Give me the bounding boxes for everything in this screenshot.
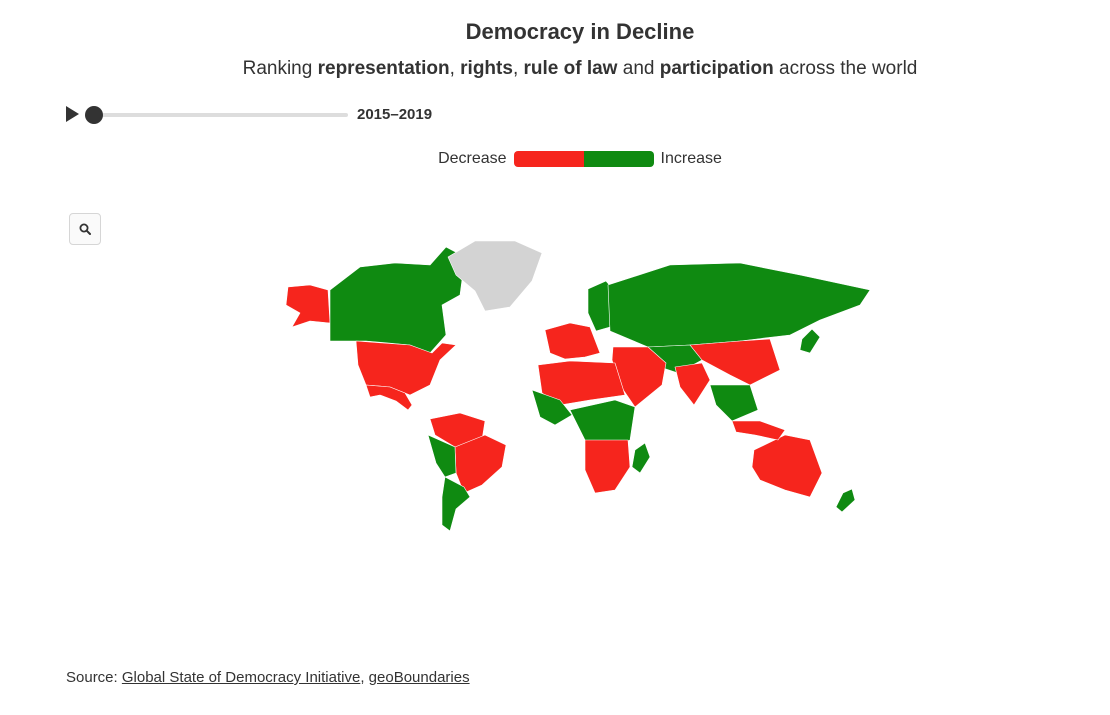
region-russia[interactable] (607, 262, 871, 348)
zoom-button[interactable] (69, 213, 101, 245)
time-player: 2015–2019 (66, 104, 466, 126)
page-subtitle: Ranking representation, rights, rule of … (0, 58, 1110, 80)
subtitle-sep: , (449, 58, 461, 79)
region-mexico[interactable] (365, 384, 413, 411)
region-canada[interactable] (329, 246, 466, 354)
legend-increase-swatch (583, 151, 654, 167)
region-andean-west[interactable] (427, 434, 457, 478)
legend-color-bar (513, 151, 654, 167)
legend-high-label: Increase (660, 150, 722, 167)
color-legend: Decrease Increase (0, 150, 1110, 172)
subtitle-term-participation: participation (659, 58, 774, 79)
source-prefix: Source: (66, 669, 122, 686)
period-label: 2015–2019 (357, 106, 433, 123)
region-western-europe[interactable] (544, 322, 601, 360)
legend-decrease-swatch (513, 151, 584, 167)
subtitle-term-rule-of-law: rule of law (523, 58, 618, 79)
source-link-geoboundaries[interactable]: geoBoundaries (368, 669, 470, 686)
subtitle-sep: and (617, 58, 660, 79)
region-madagascar[interactable] (631, 442, 651, 474)
region-australia[interactable] (751, 434, 823, 498)
region-southern-africa[interactable] (584, 439, 631, 494)
subtitle-sep: , (512, 58, 524, 79)
subtitle-prefix: Ranking (242, 58, 318, 79)
subtitle-term-representation: representation (317, 58, 450, 79)
page-title: Democracy in Decline (465, 19, 695, 44)
subtitle-suffix: across the world (773, 58, 918, 79)
region-greenland[interactable] (447, 240, 543, 312)
time-slider-track[interactable] (92, 113, 348, 117)
region-west-africa[interactable] (531, 389, 573, 426)
legend-low-label: Decrease (438, 150, 507, 167)
source-link-gsod[interactable]: Global State of Democracy Initiative (121, 669, 361, 686)
source-sep: , (360, 669, 369, 686)
region-southeast-asia[interactable] (709, 384, 759, 422)
time-slider-handle[interactable] (85, 106, 103, 124)
region-brazil[interactable] (454, 434, 507, 494)
region-india[interactable] (674, 362, 711, 406)
region-middle-east[interactable] (611, 346, 667, 408)
region-indonesia[interactable] (731, 420, 786, 441)
region-new-zealand[interactable] (835, 488, 856, 513)
region-united-states[interactable] (355, 340, 457, 396)
search-icon (79, 223, 91, 235)
region-alaska[interactable] (285, 284, 331, 328)
play-icon[interactable] (66, 106, 79, 122)
region-japan[interactable] (799, 328, 821, 354)
world-map[interactable] (270, 235, 890, 535)
source-footer: Source: Global State of Democracy Initia… (66, 669, 470, 686)
region-southern-cone[interactable] (441, 476, 471, 532)
subtitle-term-rights: rights (460, 58, 513, 79)
region-china[interactable] (689, 338, 781, 386)
